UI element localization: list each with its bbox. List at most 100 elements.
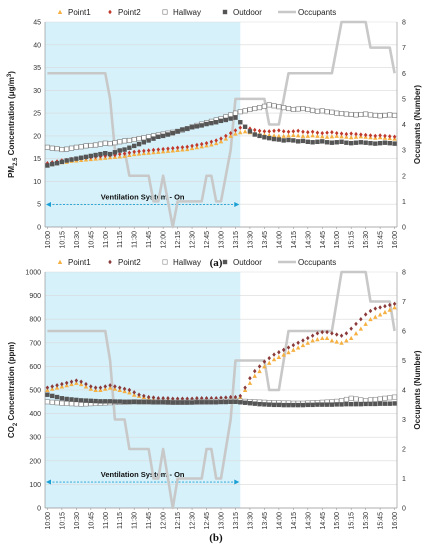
y-axis-title-rest: Concentration (μg/m	[7, 77, 16, 157]
point-hallway	[131, 137, 137, 143]
y-axis-title: CO2 Concentration (ppm)	[7, 342, 19, 439]
point-outdoor	[218, 399, 224, 405]
point-outdoor	[315, 139, 320, 145]
point-point2	[117, 151, 122, 157]
point-point1	[368, 317, 373, 322]
point-point2	[69, 379, 74, 384]
x-tick-label: 13:30	[247, 512, 254, 530]
point-outdoor	[170, 130, 175, 136]
point-hallway	[281, 105, 287, 111]
point-outdoor	[247, 401, 253, 406]
x-tick-label: 14:45	[320, 512, 327, 530]
point-outdoor	[387, 140, 392, 146]
point-point2	[388, 134, 392, 139]
point-outdoor	[175, 129, 180, 134]
point-point2	[204, 140, 209, 146]
point-point2	[315, 130, 320, 135]
legend-label: Hallway	[173, 8, 201, 17]
point-point2	[383, 304, 387, 309]
point-outdoor	[69, 397, 74, 402]
point-point2	[171, 145, 175, 151]
point-point1	[228, 133, 233, 138]
point-outdoor	[300, 402, 306, 408]
point-hallway	[329, 109, 335, 115]
point-hallway	[102, 140, 108, 146]
point-outdoor	[117, 148, 122, 153]
x-tick-label: 13:45	[262, 512, 269, 530]
point-outdoor	[45, 392, 50, 397]
y2-tick-label: 1	[402, 476, 406, 483]
point-outdoor	[59, 396, 65, 401]
point-point2	[296, 128, 300, 134]
y2-tick-label: 4	[402, 122, 406, 129]
x-tick-label: 11:15	[117, 512, 124, 529]
point-point1	[344, 134, 349, 139]
point-hallway	[247, 106, 253, 112]
y2-tick-label: 1	[402, 199, 406, 206]
point-outdoor	[358, 401, 364, 407]
point-point2	[306, 335, 310, 341]
point-hallway	[339, 111, 345, 117]
point-outdoor	[74, 156, 79, 161]
point-point1	[74, 380, 79, 385]
point-outdoor	[262, 402, 267, 407]
point-point2	[330, 331, 334, 336]
x-tick-label: 11:45	[146, 231, 153, 248]
point-hallway	[242, 108, 248, 114]
point-hallway	[276, 104, 282, 110]
point-hallway	[382, 395, 388, 401]
point-outdoor	[305, 402, 310, 408]
point-hallway	[59, 147, 65, 153]
point-point1	[59, 384, 65, 389]
point-outdoor	[276, 137, 282, 142]
point-hallway	[290, 106, 296, 112]
ventilation-label: Ventilation System - On	[101, 192, 185, 201]
point-point1	[373, 314, 378, 319]
point-point2	[378, 305, 382, 310]
x-tick-label: 15:30	[363, 231, 370, 249]
point-point1	[64, 383, 69, 388]
point-point2	[315, 331, 320, 336]
point-point1	[286, 350, 291, 355]
point-outdoor	[122, 147, 127, 152]
point-hallway	[49, 399, 55, 405]
point-outdoor	[112, 150, 118, 155]
y-axis-title: PM2.5 Concentration (μg/m3)	[7, 71, 19, 178]
point-hallway	[261, 103, 267, 109]
x-tick-label: 14:00	[276, 512, 283, 530]
y2-tick-label: 0	[402, 506, 406, 513]
point-point2	[224, 133, 228, 139]
x-tick-label: 11:15	[117, 231, 124, 248]
x-tick-label: 12:45	[204, 512, 211, 530]
point-outdoor	[262, 135, 267, 140]
point-outdoor	[54, 161, 60, 166]
y-tick-label: 45	[33, 20, 41, 27]
point-outdoor	[175, 400, 180, 405]
point-point2	[286, 345, 291, 350]
point-point2	[359, 317, 363, 322]
point-outdoor	[271, 402, 277, 408]
point-outdoor	[213, 120, 219, 125]
point-point2	[373, 133, 378, 139]
x-tick-label: 11:45	[146, 512, 153, 529]
point-point2	[228, 394, 233, 400]
point-point1	[348, 135, 354, 140]
point-outdoor	[209, 120, 214, 126]
point-hallway	[295, 106, 301, 112]
y-axis-title-main: PM	[7, 166, 16, 178]
y2-axis-title: Occupants (Number)	[413, 85, 422, 164]
point-outdoor	[286, 402, 291, 408]
point-hallway	[126, 137, 132, 143]
point-point1	[252, 373, 257, 378]
point-outdoor	[151, 400, 156, 405]
point-outdoor	[368, 140, 373, 146]
point-outdoor	[373, 141, 378, 146]
y-axis-title-main: CO	[7, 426, 16, 438]
y2-tick-label: 3	[402, 417, 406, 424]
point-outdoor	[117, 399, 122, 404]
point-point1	[324, 335, 330, 341]
point-hallway	[314, 108, 320, 114]
y-tick-label: 600	[29, 364, 41, 371]
point-point1	[78, 381, 84, 387]
point-hallway	[88, 142, 94, 148]
